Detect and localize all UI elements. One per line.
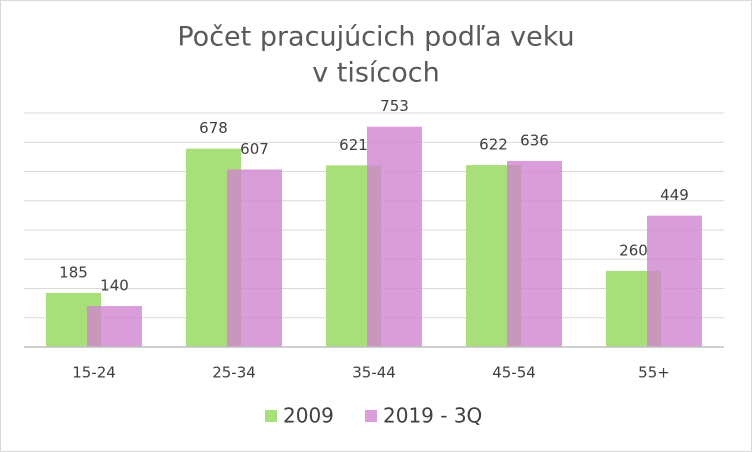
value-label: 636	[520, 131, 549, 149]
value-label: 621	[339, 136, 368, 154]
value-label: 622	[479, 136, 508, 154]
x-tick-label: 15-24	[72, 364, 116, 382]
value-label: 449	[660, 186, 689, 204]
x-tick-label: 45-54	[492, 364, 536, 382]
x-tick-label: 55+	[638, 364, 670, 382]
legend-label: 2009	[283, 404, 334, 428]
bar	[227, 169, 282, 347]
value-label: 607	[240, 140, 269, 158]
x-tick-label: 35-44	[352, 364, 396, 382]
legend-label: 2019 - 3Q	[383, 404, 482, 428]
legend-swatch	[265, 410, 277, 422]
x-tick-label: 25-34	[212, 364, 256, 382]
value-label: 260	[619, 241, 648, 259]
value-label: 753	[380, 97, 409, 115]
chart-subtitle: v tisícoch	[312, 58, 440, 89]
bar	[367, 126, 422, 347]
value-label: 185	[59, 263, 88, 281]
value-label: 678	[199, 119, 228, 137]
value-label: 140	[100, 277, 129, 295]
bar	[647, 215, 702, 347]
chart-title: Počet pracujúcich podľa veku	[177, 22, 574, 53]
legend-swatch	[365, 410, 377, 422]
bar	[507, 160, 562, 347]
bar	[87, 306, 142, 347]
